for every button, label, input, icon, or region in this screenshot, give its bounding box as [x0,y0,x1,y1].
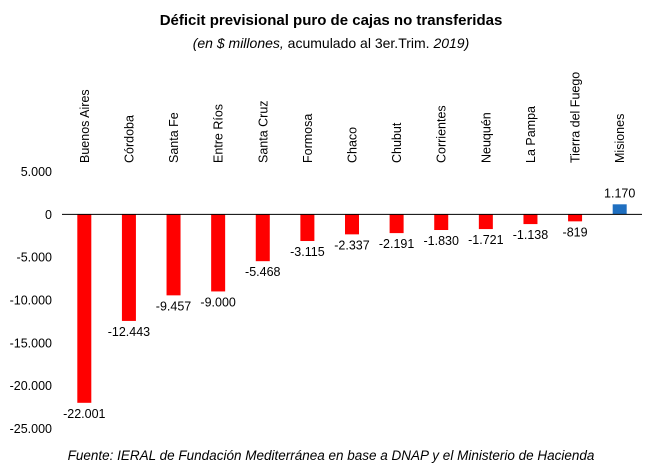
data-label: -819 [563,225,588,239]
data-label: 1.170 [604,186,635,200]
data-label: -9.457 [156,299,191,313]
bar [211,214,226,292]
bar [389,214,404,234]
data-label: -22.001 [63,407,105,421]
category-label: Entre Ríos [212,104,226,163]
bar [166,214,181,296]
y-tick-label: 5.000 [21,165,52,179]
chart-subtitle: (en $ millones, acumulado al 3er.Trim. 2… [0,35,662,51]
y-tick-label: -25.000 [10,422,52,436]
chart-title: Déficit previsional puro de cajas no tra… [159,12,503,29]
bar [568,214,583,222]
bar [300,214,315,242]
bars-group [62,204,642,403]
category-label: Córdoba [122,115,136,163]
bar [478,214,493,230]
y-tick-label: -15.000 [10,336,52,350]
data-label: -9.000 [200,295,235,309]
category-labels: Buenos Aires Córdoba Santa Fe Entre Ríos San… [78,72,627,163]
subtitle-period: acumulado al 3er.Trim. [283,35,434,51]
subtitle-unit: (en $ millones, [192,35,284,51]
bar [434,214,449,231]
data-label: -1.138 [513,228,548,242]
category-label: Tierra del Fuego [569,72,583,163]
bar [77,214,92,403]
data-label: -1.830 [424,234,459,248]
category-label: Buenos Aires [78,89,92,163]
bar [345,214,359,235]
bar [612,204,627,215]
category-label: Chaco [346,127,360,163]
data-label: -1.721 [468,233,503,247]
y-tick-label: -20.000 [10,379,52,393]
category-label: Corrientes [435,105,449,163]
source-note: Fuente: IERAL de Fundación Mediterránea … [67,448,595,463]
category-label: Formosa [301,114,315,163]
y-tick-label: -10.000 [10,294,52,308]
subtitle-year: 2019) [433,35,470,51]
data-label: -5.468 [245,265,280,279]
category-label: Misiones [613,114,627,163]
bar [121,214,136,321]
data-label: -12.443 [108,325,150,339]
category-label: Chubut [390,122,404,163]
y-axis: 5.000 0 -5.000 -10.000 -15.000 -20.000 -25.000 [10,165,52,436]
category-label: Neuquén [479,112,493,163]
bar [255,214,270,262]
category-label: La Pampa [524,106,538,163]
y-tick-label: 0 [45,208,52,222]
data-label: -2.337 [334,238,369,252]
category-label: Santa Cruz [256,100,270,163]
y-tick-label: -5.000 [17,251,52,265]
category-label: Santa Fe [167,112,181,163]
bar [523,214,538,225]
data-label: -2.191 [379,237,414,251]
data-labels: -22.001 -12.443 -9.457 -9.000 -5.468 -3.115 -2… [63,186,635,420]
data-label: -3.115 [290,245,325,259]
